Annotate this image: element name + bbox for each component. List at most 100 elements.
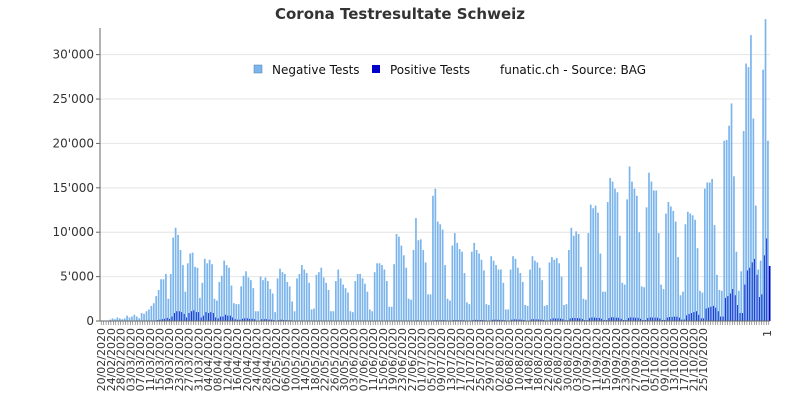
bar-negative — [169, 273, 172, 321]
bar-negative — [689, 213, 692, 321]
bar-negative — [512, 256, 514, 321]
bar-negative — [444, 265, 446, 321]
bar-negative — [371, 311, 374, 321]
x-tick-label: 11/06/2020 — [367, 328, 380, 391]
bar-negative — [752, 118, 755, 322]
bar-negative — [716, 274, 718, 321]
bar-negative — [429, 294, 432, 321]
bar-negative — [415, 218, 417, 321]
bar-negative — [645, 207, 648, 321]
bar-negative — [470, 251, 473, 321]
bar-negative — [247, 277, 250, 321]
y-tick-label: 0 — [86, 314, 94, 328]
bar-negative — [368, 309, 371, 321]
x-tick-label: 26/08/2020 — [552, 328, 565, 391]
bar-negative — [121, 319, 124, 321]
bar-negative — [361, 278, 364, 321]
bar-negative — [728, 125, 730, 322]
bar-negative — [531, 256, 534, 321]
bar-negative — [662, 289, 665, 321]
bar-negative — [230, 285, 233, 321]
bar-negative — [276, 278, 279, 321]
bar-negative — [441, 229, 444, 321]
bar-negative — [519, 273, 522, 321]
bar-negative — [165, 273, 167, 321]
x-tick-label: 05/10/2020 — [649, 328, 662, 391]
x-tick-label: 03/09/2020 — [571, 328, 584, 391]
x-tick-label: 27/03/2020 — [183, 328, 196, 391]
bar-positive — [768, 265, 771, 321]
x-tick-label: 22/08/2020 — [542, 328, 555, 391]
bar-negative — [502, 282, 505, 321]
x-tick-label: 10/05/2020 — [289, 328, 302, 391]
bar-negative — [211, 264, 213, 321]
bar-negative — [691, 215, 694, 321]
x-tick-label: 19/06/2020 — [387, 328, 400, 391]
bar-negative — [218, 281, 221, 321]
x-tick-label: 23/03/2020 — [173, 328, 186, 391]
x-tick-label: 17/07/2020 — [454, 328, 467, 391]
x-tick-label: 28/04/2020 — [260, 328, 273, 391]
bar-negative — [148, 309, 150, 321]
bar-negative — [468, 304, 471, 321]
bar-negative — [393, 264, 395, 321]
bar-negative — [322, 277, 325, 321]
bar-negative — [325, 282, 327, 321]
bar-negative — [383, 269, 386, 321]
bar-negative — [619, 235, 621, 321]
bar-negative — [475, 249, 478, 321]
bar-negative — [650, 181, 653, 321]
bar-negative — [735, 251, 738, 321]
x-tick-label: 13/07/2020 — [445, 328, 458, 391]
bar-negative — [228, 267, 230, 321]
bar-negative — [609, 178, 611, 321]
bar-negative — [422, 249, 425, 321]
bar-negative — [611, 181, 614, 321]
bar-negative — [451, 245, 454, 321]
x-tick-label: 14/05/2020 — [299, 328, 312, 391]
bar-negative — [402, 255, 405, 321]
x-tick-label: 19/09/2020 — [610, 328, 623, 391]
x-tick-label: 21/10/2020 — [688, 328, 701, 391]
bar-negative — [495, 265, 497, 321]
bar-negative — [665, 213, 667, 321]
bar-negative — [636, 195, 638, 321]
bar-negative — [504, 309, 507, 321]
x-tick-label: 26/05/2020 — [328, 328, 341, 391]
x-tick-label: 21/07/2020 — [464, 328, 477, 391]
x-tick-label: 24/02/2020 — [105, 328, 118, 391]
bar-negative — [621, 282, 624, 321]
bar-negative — [189, 253, 192, 321]
bar-negative — [538, 267, 541, 321]
bar-negative — [427, 294, 429, 321]
bar-negative — [235, 304, 238, 321]
bar-negative — [254, 311, 257, 321]
bar-negative — [262, 280, 264, 321]
bar-negative — [764, 19, 767, 321]
bar-negative — [150, 305, 153, 321]
bar-negative — [364, 283, 366, 321]
bar-negative — [315, 274, 318, 321]
bar-negative — [534, 260, 536, 321]
bar-negative — [478, 253, 480, 321]
bar-negative — [351, 312, 354, 321]
bar-negative — [398, 236, 400, 321]
bar-negative — [456, 242, 459, 321]
bar-negative — [284, 273, 286, 321]
bar-negative — [439, 224, 442, 321]
bar-negative — [308, 282, 310, 321]
bar-negative — [264, 277, 267, 321]
bar-negative — [317, 272, 320, 321]
bar-negative — [269, 289, 272, 321]
bar-negative — [638, 232, 641, 321]
bar-negative — [160, 279, 162, 321]
bar-negative — [602, 291, 604, 321]
bar-negative — [507, 309, 510, 321]
bar-negative — [606, 202, 609, 321]
bar-negative — [737, 290, 740, 321]
bar-negative — [417, 240, 420, 321]
bar-negative — [223, 260, 226, 321]
bar-negative — [167, 298, 170, 321]
bar-negative — [696, 248, 699, 321]
bar-negative — [623, 284, 626, 321]
